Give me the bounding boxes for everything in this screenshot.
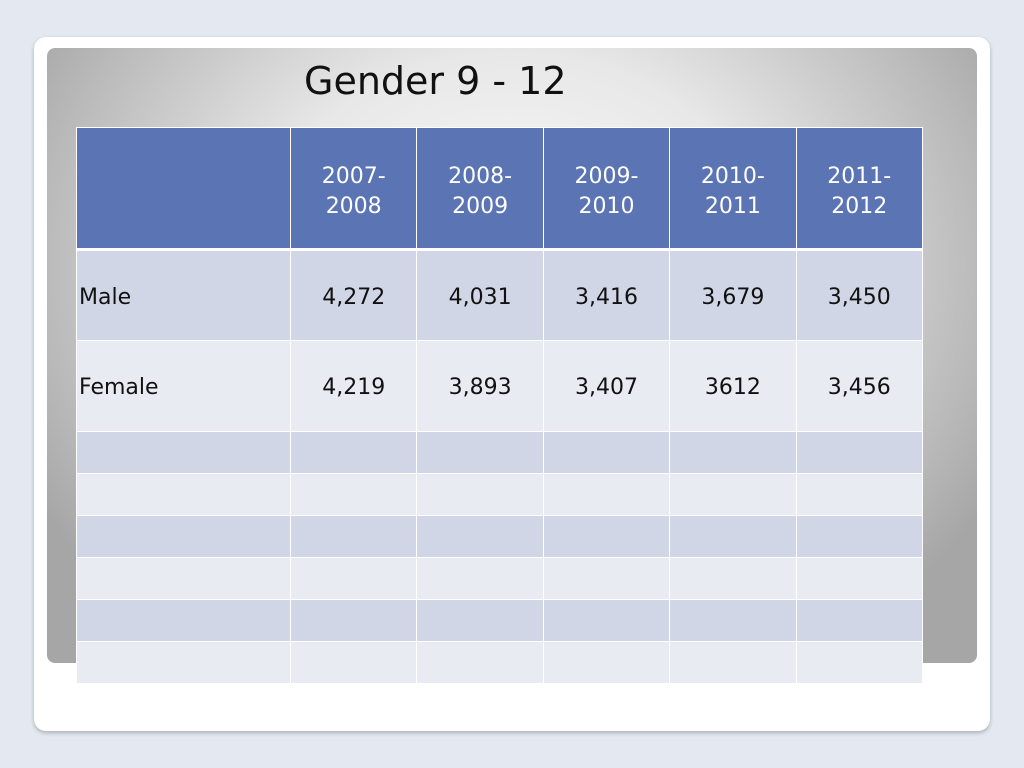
- empty-cell[interactable]: [289, 515, 418, 558]
- header-line: 2008-: [448, 164, 513, 189]
- empty-cell[interactable]: [795, 641, 923, 684]
- header-line: 2010-: [700, 164, 765, 189]
- table-cell[interactable]: 3612: [669, 340, 797, 432]
- table-row-empty: [76, 431, 923, 474]
- empty-cell[interactable]: [416, 599, 544, 642]
- empty-cell[interactable]: [416, 473, 544, 516]
- empty-cell[interactable]: [542, 599, 671, 642]
- table-cell[interactable]: 4,272: [289, 249, 418, 341]
- empty-cell[interactable]: [76, 599, 291, 642]
- row-label-cell[interactable]: Male: [76, 249, 291, 341]
- table-cell[interactable]: 3,893: [416, 340, 544, 432]
- table-row-empty: [76, 515, 923, 558]
- header-cell-2008-2009[interactable]: 2008- 2009: [416, 127, 544, 251]
- empty-cell[interactable]: [289, 431, 418, 474]
- empty-cell[interactable]: [416, 515, 544, 558]
- table-row-empty: [76, 473, 923, 516]
- empty-cell[interactable]: [416, 641, 544, 684]
- empty-cell[interactable]: [542, 641, 671, 684]
- empty-cell[interactable]: [795, 557, 923, 600]
- empty-cell[interactable]: [669, 431, 797, 474]
- empty-cell[interactable]: [795, 515, 923, 558]
- header-line: 2009: [452, 194, 509, 219]
- empty-cell[interactable]: [795, 431, 923, 474]
- header-cell-2007-2008[interactable]: 2007- 2008: [289, 127, 418, 251]
- empty-cell[interactable]: [542, 515, 671, 558]
- gender-enrollment-table: 2007- 2008 2008- 2009 2009- 2010 2010- 2011 …: [76, 127, 923, 684]
- table-cell[interactable]: 3,416: [542, 249, 671, 341]
- header-line: 2011: [704, 194, 761, 219]
- table-row-empty: [76, 641, 923, 684]
- header-line: 2011-: [827, 164, 892, 189]
- empty-cell[interactable]: [289, 557, 418, 600]
- header-line: 2012: [831, 194, 888, 219]
- table-row-empty: [76, 599, 923, 642]
- table-cell[interactable]: 3,456: [795, 340, 923, 432]
- header-cell-2009-2010[interactable]: 2009- 2010: [542, 127, 671, 251]
- row-label-cell[interactable]: Female: [76, 340, 291, 432]
- table-row-empty: [76, 557, 923, 600]
- header-corner-cell[interactable]: [76, 127, 291, 251]
- empty-cell[interactable]: [795, 473, 923, 516]
- empty-cell[interactable]: [669, 473, 797, 516]
- table-row-male: Male 4,272 4,031 3,416 3,679 3,450: [76, 249, 923, 341]
- header-cell-2011-2012[interactable]: 2011- 2012: [795, 127, 923, 251]
- empty-cell[interactable]: [669, 599, 797, 642]
- empty-cell[interactable]: [542, 473, 671, 516]
- header-line: 2010: [578, 194, 635, 219]
- empty-cell[interactable]: [669, 641, 797, 684]
- empty-cell[interactable]: [76, 431, 291, 474]
- header-line: 2008: [325, 194, 382, 219]
- empty-cell[interactable]: [76, 641, 291, 684]
- table-cell[interactable]: 3,450: [795, 249, 923, 341]
- empty-cell[interactable]: [416, 557, 544, 600]
- empty-cell[interactable]: [542, 431, 671, 474]
- header-line: 2007-: [321, 164, 386, 189]
- empty-cell[interactable]: [795, 599, 923, 642]
- table-cell[interactable]: 4,031: [416, 249, 544, 341]
- table-cell[interactable]: 4,219: [289, 340, 418, 432]
- empty-cell[interactable]: [289, 473, 418, 516]
- empty-cell[interactable]: [76, 515, 291, 558]
- table-cell[interactable]: 3,407: [542, 340, 671, 432]
- empty-cell[interactable]: [669, 557, 797, 600]
- empty-cell[interactable]: [542, 557, 671, 600]
- empty-cell[interactable]: [289, 641, 418, 684]
- empty-cell[interactable]: [416, 431, 544, 474]
- header-line: 2009-: [574, 164, 639, 189]
- header-cell-2010-2011[interactable]: 2010- 2011: [669, 127, 797, 251]
- table-cell[interactable]: 3,679: [669, 249, 797, 341]
- empty-cell[interactable]: [76, 473, 291, 516]
- table-row-female: Female 4,219 3,893 3,407 3612 3,456: [76, 340, 923, 432]
- empty-cell[interactable]: [669, 515, 797, 558]
- empty-cell[interactable]: [289, 599, 418, 642]
- empty-cell[interactable]: [76, 557, 291, 600]
- slide-title[interactable]: Gender 9 - 12: [304, 59, 567, 103]
- table-header-row: 2007- 2008 2008- 2009 2009- 2010 2010- 2011 …: [76, 127, 923, 251]
